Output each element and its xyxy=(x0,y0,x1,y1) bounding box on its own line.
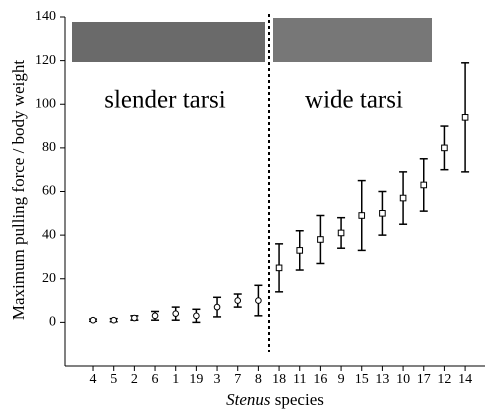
tarsus-image-wide xyxy=(273,18,432,62)
data-point xyxy=(420,181,428,189)
data-point xyxy=(358,212,366,219)
x-tick-label: 9 xyxy=(338,372,345,387)
x-tick-label: 4 xyxy=(90,372,97,387)
data-point xyxy=(213,303,221,311)
data-point xyxy=(151,312,159,320)
y-tick-label: 100 xyxy=(35,96,56,111)
data-point xyxy=(110,316,118,324)
tarsus-image-slender xyxy=(72,22,265,62)
x-axis-label-italic: Stenus xyxy=(226,390,271,409)
data-point xyxy=(172,310,180,317)
x-tick-label: 2 xyxy=(131,372,138,387)
x-tick-label: 6 xyxy=(152,372,159,387)
data-point xyxy=(193,312,200,320)
x-tick-label: 12 xyxy=(437,372,451,387)
y-tick-label: 80 xyxy=(42,140,56,155)
y-tick-label: 120 xyxy=(35,53,56,68)
x-axis-label-rest: species xyxy=(275,390,324,409)
x-tick-label: 5 xyxy=(110,372,117,387)
x-tick-label: 7 xyxy=(234,372,241,387)
y-tick-label: 60 xyxy=(42,184,56,199)
x-tick-label: 8 xyxy=(255,372,262,387)
data-point xyxy=(399,194,407,202)
x-tick-label: 19 xyxy=(189,372,203,387)
y-tick-label: 40 xyxy=(42,227,56,242)
data-point xyxy=(461,114,469,121)
data-point xyxy=(441,144,448,152)
y-tick-label: 0 xyxy=(49,315,56,330)
x-tick-label: 1 xyxy=(172,372,179,387)
data-point xyxy=(379,210,386,217)
group-label: slender tarsi xyxy=(104,87,226,114)
data-point xyxy=(337,229,345,237)
x-tick-label: 10 xyxy=(396,372,410,387)
x-tick-label: 11 xyxy=(293,372,306,387)
x-tick-label: 14 xyxy=(458,372,472,387)
x-tick-label: 13 xyxy=(375,372,389,387)
data-point xyxy=(317,236,324,243)
data-point xyxy=(131,314,138,322)
data-point xyxy=(234,297,242,304)
y-axis-label: Maximum pulling force / body weight xyxy=(9,60,28,320)
x-axis-label: Stenus species xyxy=(226,390,324,409)
data-point xyxy=(275,264,283,272)
x-tick-label: 3 xyxy=(214,372,221,387)
group-label: wide tarsi xyxy=(305,87,403,114)
x-tick-label: 16 xyxy=(313,372,327,387)
data-point xyxy=(89,316,97,324)
x-tick-label: 15 xyxy=(355,372,369,387)
data-point xyxy=(255,297,262,304)
data-point xyxy=(296,247,304,254)
x-tick-label: 18 xyxy=(272,372,286,387)
x-tick-label: 17 xyxy=(417,372,431,387)
y-tick-label: 140 xyxy=(35,9,56,24)
y-tick-label: 20 xyxy=(42,271,56,286)
